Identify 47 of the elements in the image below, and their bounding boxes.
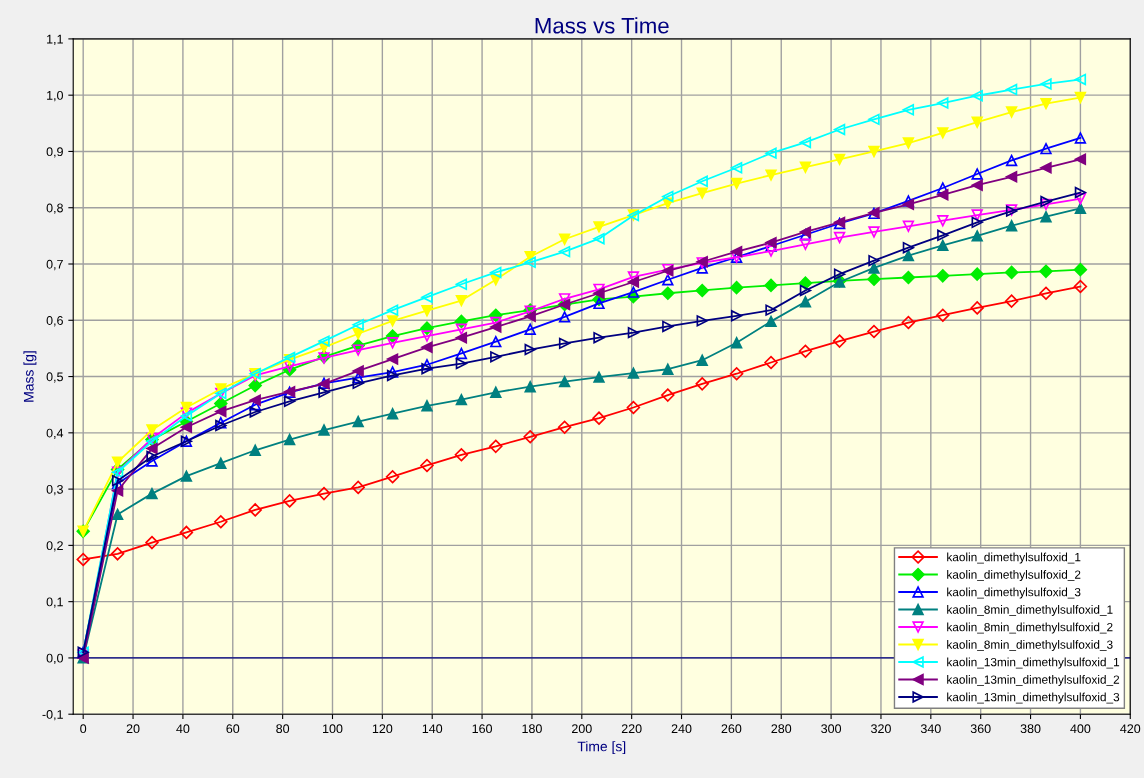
- legend-label: kaolin_13min_dimethylsulfoxid_1: [947, 657, 1120, 669]
- y-tick-label: 1,0: [47, 90, 64, 102]
- x-tick-label: 220: [621, 724, 642, 734]
- legend-label: kaolin_dimethylsulfoxid_3: [947, 587, 1081, 599]
- x-tick-label: 160: [472, 724, 493, 734]
- x-tick-label: 140: [422, 724, 443, 734]
- y-tick-label: -0,1: [42, 710, 63, 721]
- x-tick-label: 0: [80, 724, 87, 734]
- x-tick-label: 300: [821, 724, 842, 734]
- x-tick-label: 280: [771, 724, 792, 734]
- legend-label: kaolin_dimethylsulfoxid_1: [947, 552, 1081, 564]
- y-tick-label: 0,7: [46, 259, 63, 271]
- y-tick-label: 0,3: [46, 484, 63, 496]
- y-tick-label: 0,5: [46, 372, 63, 383]
- legend-label: kaolin_8min_dimethylsulfoxid_3: [947, 640, 1113, 652]
- legend-label: kaolin_dimethylsulfoxid_2: [947, 570, 1081, 582]
- x-tick-label: 320: [871, 724, 891, 734]
- legend-label: kaolin_13min_dimethylsulfoxid_3: [947, 692, 1120, 704]
- x-tick-label: 360: [970, 724, 991, 734]
- x-tick-label: 80: [276, 724, 290, 734]
- x-tick-label: 40: [176, 724, 190, 734]
- x-tick-label: 60: [226, 724, 240, 734]
- y-axis-title: Mass [g]: [23, 351, 37, 402]
- y-tick-label: 0,4: [46, 428, 64, 439]
- x-axis-title: Time [s]: [577, 741, 626, 755]
- y-tick-label: 1,1: [47, 34, 63, 46]
- x-tick-label: 200: [572, 724, 592, 734]
- x-tick-label: 340: [920, 724, 941, 734]
- x-tick-label: 240: [671, 724, 692, 734]
- x-tick-label: 100: [323, 724, 343, 734]
- y-tick-label: 0,8: [46, 203, 63, 214]
- x-tick-label: 380: [1020, 724, 1041, 734]
- y-tick-label: 0,2: [46, 541, 63, 552]
- legend-label: kaolin_13min_dimethylsulfoxid_2: [947, 675, 1120, 687]
- x-tick-label: 120: [372, 724, 393, 734]
- y-tick-label: 0,6: [46, 316, 63, 327]
- legend-label: kaolin_8min_dimethylsulfoxid_2: [947, 622, 1113, 634]
- y-tick-label: 0,1: [46, 597, 63, 608]
- y-tick-label: 0,9: [46, 147, 63, 158]
- x-tick-label: 260: [721, 724, 742, 734]
- legend-label: kaolin_8min_dimethylsulfoxid_1: [947, 605, 1113, 617]
- x-tick-label: 20: [126, 724, 140, 734]
- chart-title: Mass vs Time: [535, 17, 669, 34]
- y-tick-label: 0,0: [46, 653, 64, 665]
- x-tick-label: 420: [1120, 724, 1141, 734]
- x-tick-label: 180: [522, 724, 542, 734]
- x-tick-label: 400: [1070, 724, 1091, 734]
